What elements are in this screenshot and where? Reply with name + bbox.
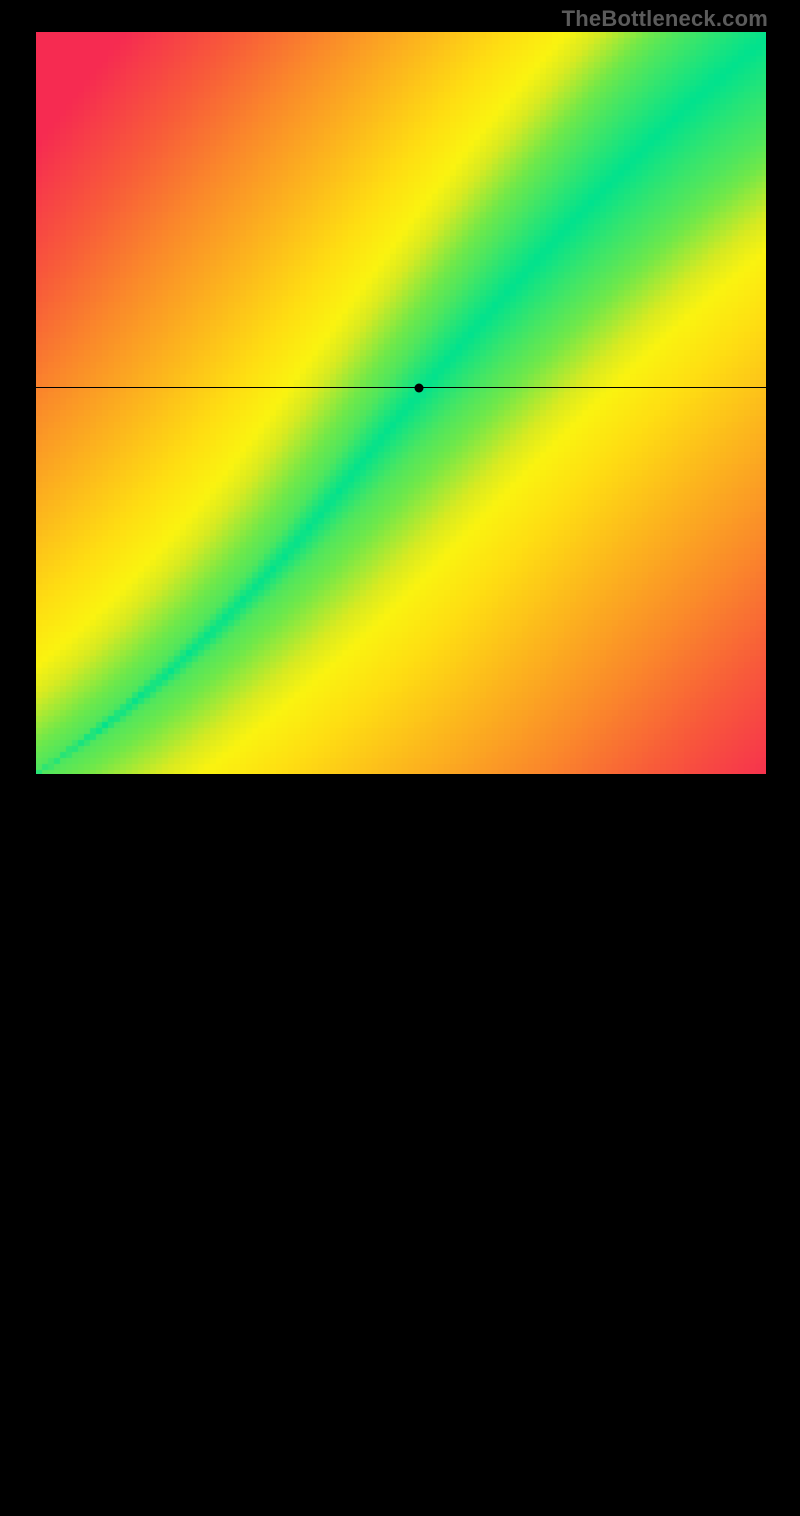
heatmap-plot: [36, 32, 766, 774]
crosshair-vertical: [418, 774, 419, 1516]
watermark-text: TheBottleneck.com: [562, 6, 768, 32]
heatmap-canvas: [36, 32, 766, 774]
